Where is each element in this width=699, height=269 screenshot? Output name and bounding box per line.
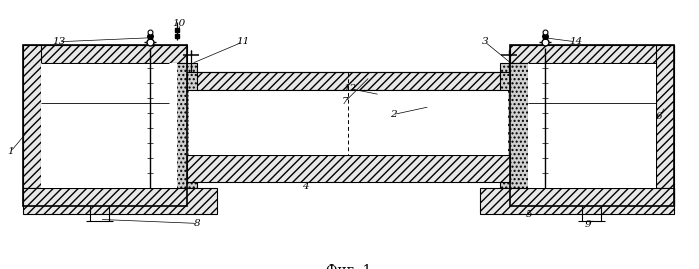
Text: 4: 4	[302, 182, 308, 191]
Text: 2: 2	[389, 110, 396, 119]
Text: 12: 12	[343, 84, 356, 93]
Bar	[41, 63, 178, 189]
Bar	[187, 154, 510, 182]
Bar	[22, 189, 187, 206]
Bar	[510, 45, 675, 206]
Bar	[22, 45, 187, 206]
Bar	[528, 63, 656, 189]
Bar	[169, 63, 197, 189]
Bar	[510, 189, 675, 206]
Text: 1: 1	[8, 147, 14, 156]
Text: Фиг. 1: Фиг. 1	[326, 264, 372, 269]
Bar	[500, 63, 528, 189]
Bar	[22, 189, 217, 214]
Text: 5: 5	[526, 210, 532, 219]
Bar	[22, 45, 41, 206]
Text: 8: 8	[194, 219, 201, 228]
Text: 3: 3	[482, 37, 488, 46]
Bar	[656, 45, 675, 206]
Bar	[510, 45, 675, 63]
Text: 11: 11	[236, 37, 250, 46]
Text: 14: 14	[569, 37, 582, 46]
Bar	[480, 189, 675, 214]
Bar	[189, 90, 507, 154]
Text: 10: 10	[173, 19, 186, 28]
Text: 7: 7	[342, 97, 348, 106]
Bar	[187, 72, 510, 90]
Text: 13: 13	[52, 37, 65, 46]
Text: 9: 9	[584, 220, 591, 229]
Bar	[187, 72, 510, 90]
Text: 6: 6	[656, 112, 663, 121]
Bar	[22, 45, 187, 63]
